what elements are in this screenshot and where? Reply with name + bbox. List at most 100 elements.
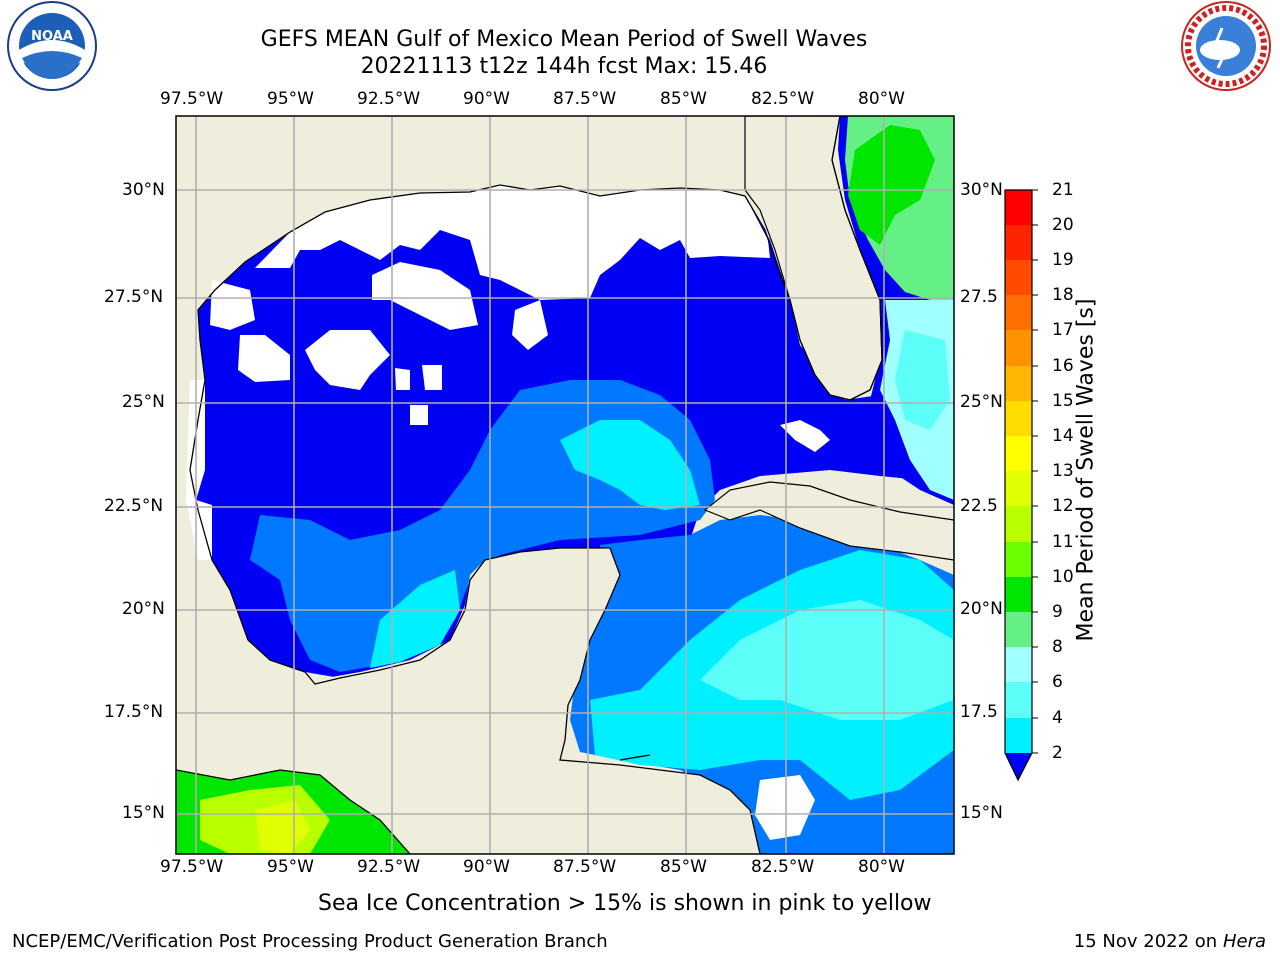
- lon-label-bottom: 85°W: [660, 857, 707, 877]
- lon-label-bottom: 97.5°W: [160, 857, 224, 877]
- lat-label-left: 22.5°N: [104, 496, 164, 516]
- lat-label-right: 27.5: [960, 287, 998, 307]
- gulf-swell-6-8s: [560, 420, 700, 510]
- cb-tick-label: 15: [1052, 391, 1074, 411]
- cb-band-8-9: [1005, 612, 1032, 647]
- cb-band-12-13: [1005, 471, 1032, 506]
- lon-label-bottom: 90°W: [463, 857, 510, 877]
- no-data-spot-5: [512, 300, 548, 350]
- cb-tick-label: 6: [1052, 672, 1063, 692]
- cb-tick-label: 8: [1052, 637, 1063, 657]
- central-america-land: [520, 760, 760, 854]
- gridlines: [176, 116, 954, 854]
- lat-label-right: 15°N: [960, 803, 1003, 823]
- chart-subtitle: 20221113 t12z 144h fcst Max: 15.46: [360, 54, 768, 79]
- no-data-spot-6: [422, 365, 442, 390]
- no-data-spot-2: [305, 330, 390, 390]
- cb-tick-label: 4: [1052, 708, 1063, 728]
- no-data-strip-west: [186, 380, 212, 560]
- footer-credit: NCEP/EMC/Verification Post Processing Pr…: [12, 931, 608, 952]
- no-data-spot-8: [410, 405, 428, 425]
- cb-band-18-19: [1005, 260, 1032, 295]
- lat-label-left: 25°N: [122, 392, 165, 412]
- lon-label-top: 82.5°W: [751, 89, 815, 109]
- footer-date-text: 15 Nov 2022 on: [1073, 931, 1218, 952]
- lat-label-left: 30°N: [122, 180, 165, 200]
- svg-text:NOAA: NOAA: [31, 29, 73, 44]
- cb-band-4-6: [1005, 682, 1032, 718]
- cb-band-14-15: [1005, 401, 1032, 436]
- lon-label-top: 92.5°W: [357, 89, 421, 109]
- yucatan-land: [176, 548, 620, 854]
- cb-tick-label: 21: [1052, 180, 1074, 200]
- cb-tick-label: 14: [1052, 426, 1074, 446]
- cb-extend-arrow: [1005, 753, 1032, 780]
- cb-tick-label: 19: [1052, 250, 1074, 270]
- cb-tick-label: 18: [1052, 285, 1074, 305]
- lon-label-bottom: 95°W: [267, 857, 314, 877]
- lat-label-right: 22.5: [960, 496, 998, 516]
- noaa-logo: NOAA: [7, 1, 97, 91]
- lat-label-right: 25°N: [960, 392, 1003, 412]
- lon-label-bottom: 80°W: [858, 857, 905, 877]
- cb-tick-label: 13: [1052, 461, 1074, 481]
- cb-band-2-4: [1005, 718, 1032, 753]
- lon-label-top: 85°W: [660, 89, 707, 109]
- footer-host: Hera: [1222, 931, 1266, 952]
- cb-tick-label: 2: [1052, 743, 1063, 763]
- no-data-spot-3: [238, 335, 290, 382]
- no-data-spot-4: [210, 280, 255, 330]
- map-frame: [175, 115, 955, 855]
- lat-label-left: 20°N: [122, 599, 165, 619]
- lon-label-top: 87.5°W: [553, 89, 617, 109]
- sea-ice-note: Sea Ice Concentration > 15% is shown in …: [318, 891, 932, 916]
- cb-band-6-8: [1005, 647, 1032, 682]
- cb-band-9-10: [1005, 577, 1032, 612]
- lat-label-left: 27.5°N: [104, 287, 164, 307]
- cb-tick-label: 20: [1052, 215, 1074, 235]
- cuba-land: [703, 481, 954, 561]
- nws-logo: [1181, 1, 1271, 91]
- caribbean-swell-8-9s: [700, 600, 954, 720]
- lon-label-top: 80°W: [858, 89, 905, 109]
- cb-band-10-11: [1005, 542, 1032, 577]
- no-data-spot-9: [780, 420, 830, 452]
- no-data-spot-7: [395, 368, 410, 390]
- cb-outline: [1004, 189, 1033, 782]
- lon-label-bottom: 82.5°W: [751, 857, 815, 877]
- no-data-north-gulf: [255, 185, 770, 300]
- lat-label-right: 20°N: [960, 599, 1003, 619]
- cb-tick-label: 17: [1052, 320, 1074, 340]
- chart-title: GEFS MEAN Gulf of Mexico Mean Period of …: [260, 27, 868, 52]
- no-data-spot-1: [372, 262, 478, 330]
- bahamas-swell: [895, 330, 950, 430]
- lon-label-bottom: 92.5°W: [357, 857, 421, 877]
- cb-band-13-14: [1005, 436, 1032, 471]
- lon-label-top: 97.5°W: [160, 89, 224, 109]
- cb-band-15-16: [1005, 366, 1032, 401]
- cb-band-17-18: [1005, 295, 1032, 330]
- lat-label-right: 17.5: [960, 702, 998, 722]
- cb-band-16-17: [1005, 330, 1032, 366]
- lon-label-bottom: 87.5°W: [553, 857, 617, 877]
- cb-tick-label: 12: [1052, 496, 1074, 516]
- cb-band-20-21: [1005, 190, 1032, 225]
- cb-tick-label: 16: [1052, 356, 1074, 376]
- footer-date: 15 Nov 2022 on Hera: [1074, 931, 1266, 952]
- cb-tick-marks: [1032, 189, 1038, 754]
- cb-band-11-12: [1005, 506, 1032, 542]
- lon-label-top: 95°W: [267, 89, 314, 109]
- no-data-caribbean-south: [755, 775, 815, 840]
- cb-tick-label: 10: [1052, 567, 1074, 587]
- map-plot-area: [176, 116, 954, 854]
- lon-label-top: 90°W: [463, 89, 510, 109]
- lat-label-left: 15°N: [122, 803, 165, 823]
- colorbar: [1004, 189, 1038, 782]
- cb-tick-label: 9: [1052, 602, 1063, 622]
- lat-label-right: 30°N: [960, 180, 1003, 200]
- atlantic-swell-10-11s: [848, 125, 935, 245]
- colorbar-label: Mean Period of Swell Waves [s]: [1073, 298, 1099, 642]
- cb-band-19-20: [1005, 225, 1032, 260]
